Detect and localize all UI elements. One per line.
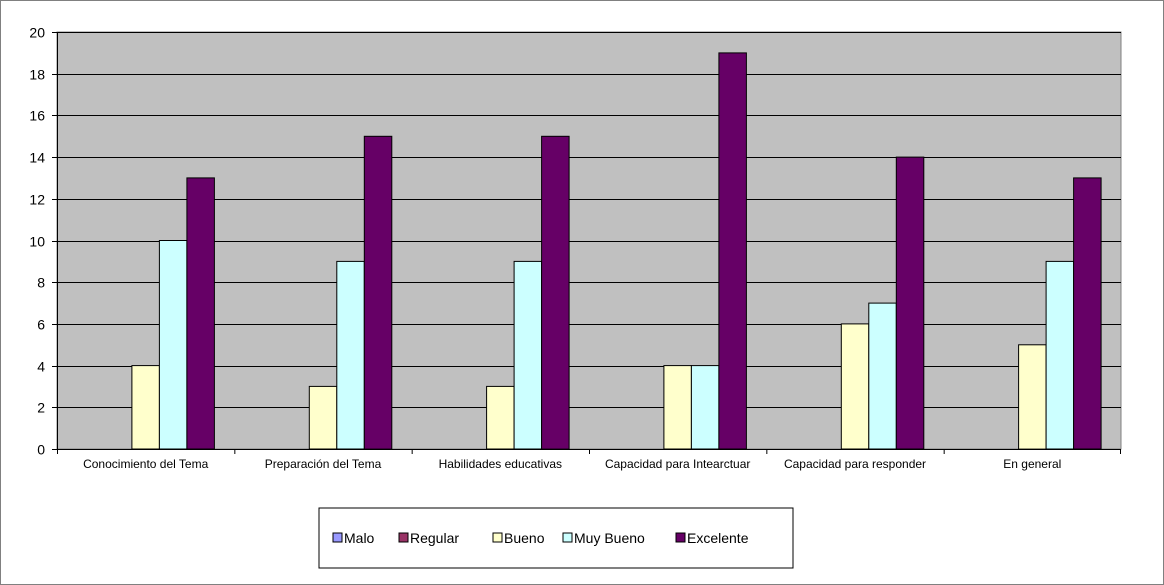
legend-swatch — [398, 532, 409, 543]
y-tick-label: 2 — [37, 400, 45, 416]
x-tick-label: Capacidad para responder — [784, 457, 926, 471]
x-tick-label: Preparación del Tema — [265, 457, 382, 471]
y-tick-label: 6 — [37, 317, 45, 333]
y-tick-label: 10 — [29, 234, 45, 250]
legend-label: Regular — [410, 530, 459, 546]
plot-area — [56, 31, 1122, 450]
bar-bueno — [663, 365, 692, 450]
y-tick-label: 4 — [37, 359, 45, 375]
legend-label: Malo — [344, 530, 375, 546]
legend-swatch — [332, 532, 343, 543]
bar-muy-bueno — [1045, 260, 1075, 450]
bar-muy-bueno — [513, 260, 543, 450]
y-tick-label: 16 — [29, 108, 45, 124]
bar-excelente — [1073, 177, 1102, 450]
y-tick-label: 18 — [29, 67, 45, 83]
bar-excelente — [895, 156, 925, 450]
y-tick-label: 12 — [29, 192, 45, 208]
legend-swatch — [675, 532, 686, 543]
gridlines — [57, 32, 1121, 408]
y-tick-label: 14 — [29, 150, 45, 166]
x-axis-ticks: Conocimiento del Tema Preparación del Tem… — [57, 449, 1121, 471]
x-tick-label: Capacidad para Intearctuar — [605, 457, 750, 471]
legend-label: Bueno — [504, 530, 545, 546]
legend-label: Excelente — [687, 530, 749, 546]
bar-muy-bueno — [336, 260, 365, 450]
bar-excelente — [541, 135, 570, 450]
bar-bueno — [308, 385, 338, 450]
bar-excelente — [718, 52, 747, 450]
legend: Malo Regular Bueno Muy Bueno Excelente — [318, 507, 794, 569]
bar-muy-bueno — [868, 302, 897, 450]
y-axis-ticks: 0 2 4 6 8 10 12 14 16 18 20 — [29, 25, 57, 458]
y-tick-label: 20 — [29, 25, 45, 41]
bar-muy-bueno — [158, 240, 188, 450]
bar-bueno — [486, 385, 515, 450]
bar-bueno — [840, 323, 870, 450]
x-tick-label: Habilidades educativas — [439, 457, 562, 471]
y-tick-label: 0 — [37, 442, 45, 458]
bar-excelente — [186, 177, 215, 450]
legend-box — [318, 507, 794, 569]
bar-bueno — [1018, 344, 1047, 450]
x-tick-label: Conocimiento del Tema — [83, 457, 209, 471]
bar-excelente — [363, 135, 393, 450]
y-tick-label: 8 — [37, 275, 45, 291]
bar-muy-bueno — [690, 365, 720, 450]
bar-bueno — [131, 365, 160, 450]
legend-label: Muy Bueno — [574, 530, 645, 546]
x-tick-label: En general — [1003, 457, 1061, 471]
legend-swatch — [492, 532, 503, 543]
legend-swatch — [562, 532, 573, 543]
